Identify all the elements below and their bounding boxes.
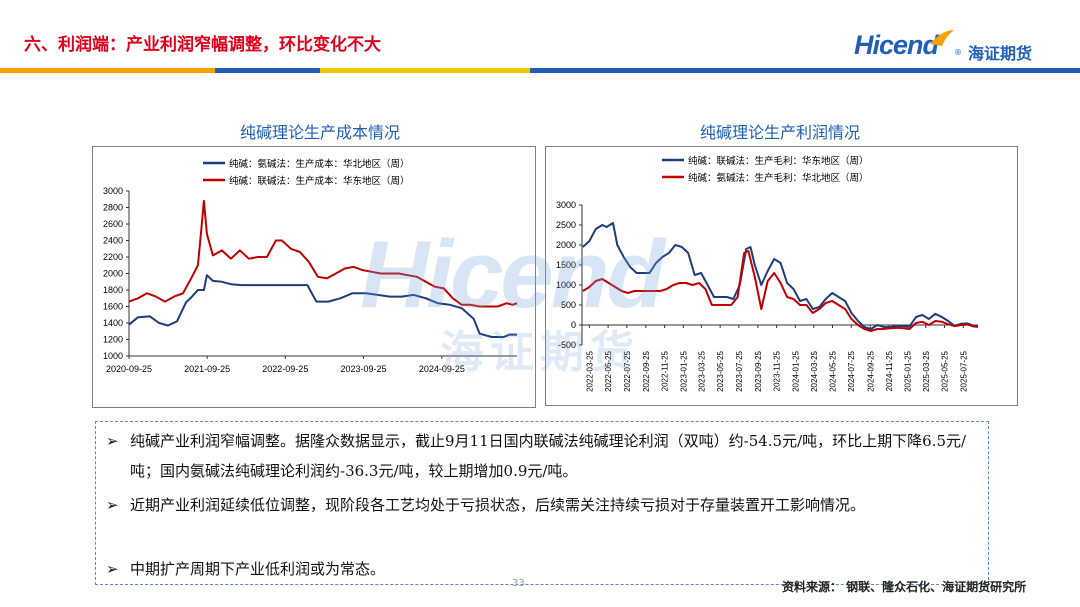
y-tick-label: 2000 — [103, 269, 123, 279]
x-tick-label: 2025-01-25 — [904, 350, 913, 391]
x-tick-label: 2025-03-25 — [922, 350, 931, 391]
data-source: 资料来源： 钢联、隆众石化、海证期货研究所 — [782, 580, 1027, 594]
legend-label: 纯碱：氨碱法：生产成本：华北地区（周） — [229, 158, 410, 170]
y-tick-label: 3000 — [556, 200, 576, 210]
x-tick-label: 2022-07-25 — [623, 350, 632, 391]
y-tick-label: 1500 — [556, 260, 576, 270]
x-tick-label: 2024-11-25 — [885, 350, 894, 391]
x-tick-label: 2022-05-25 — [604, 350, 613, 391]
x-tick-label: 2024-01-25 — [791, 350, 800, 391]
x-tick-label: 2022-11-25 — [661, 350, 670, 391]
bullet-arrow-icon: ➢ — [106, 560, 119, 578]
x-tick-label: 2023-09-25 — [754, 350, 763, 391]
page-number: 33 — [512, 578, 525, 589]
y-tick-label: 2800 — [103, 203, 123, 213]
right-chart-title: 纯碱理论生产利润情况 — [699, 123, 860, 142]
x-tick-label: 2021-09-25 — [184, 364, 230, 374]
y-tick-label: 500 — [561, 300, 576, 310]
series-line — [582, 250, 979, 332]
x-tick-label: 2024-05-25 — [828, 350, 837, 391]
x-tick-label: 2020-09-25 — [106, 364, 152, 374]
bullet-text: 中期扩产周期下产业低利润或为常态。 — [130, 560, 386, 578]
cost-chart-svg: 1000 1200 1400 1600 1800 2000 2200 2400 2600 2800… — [103, 158, 518, 374]
x-tick-label: 2023-01-25 — [679, 350, 688, 391]
y-tick-label: 2200 — [103, 252, 123, 262]
y-tick-label: 2400 — [103, 236, 123, 246]
y-tick-label: 1000 — [556, 280, 576, 290]
y-tick-label: 1800 — [103, 285, 123, 295]
bullet-arrow-icon: ➢ — [106, 432, 119, 450]
profit-chart-svg: -500 0 500 1000 1500 2000 2500 3000 2022-03-25 20… — [556, 155, 979, 392]
summary-box: ➢ 纯碱产业利润窄幅调整。据隆众数据显示，截止9月11日国内联碱法纯碱理论利润（… — [95, 421, 989, 585]
y-tick-label: 1600 — [103, 302, 123, 312]
x-tick-label: 2025-05-25 — [941, 350, 950, 391]
bullet-arrow-icon: ➢ — [106, 496, 119, 514]
legend-label: 纯碱：联碱法：生产毛利：华东地区（周） — [688, 155, 869, 167]
x-tick-label: 2022-03-25 — [585, 350, 594, 391]
company-logo: Hicend ® 海证期货 — [850, 28, 1060, 68]
header-stripe-3 — [320, 68, 530, 73]
series-line — [128, 274, 517, 338]
legend-label: 纯碱：氨碱法：生产毛利：华北地区（周） — [688, 172, 869, 184]
bullet-text: 纯碱产业利润窄幅调整。据隆众数据显示，截止9月11日国内联碱法纯碱理论利润（双吨… — [130, 432, 967, 480]
x-tick-label: 2023-05-25 — [716, 350, 725, 391]
y-tick-label: 1400 — [103, 318, 123, 328]
series-line — [582, 222, 979, 330]
x-tick-label: 2024-09-25 — [866, 350, 875, 391]
x-tick-label: 2023-11-25 — [773, 350, 782, 391]
y-tick-label: -500 — [558, 340, 576, 350]
x-tick-label: 2022-09-25 — [642, 350, 651, 391]
x-tick-label: 2023-07-25 — [735, 350, 744, 391]
header-stripe-2 — [215, 68, 320, 73]
series-line — [128, 199, 518, 308]
left-chart-title: 纯碱理论生产成本情况 — [239, 123, 400, 142]
x-tick-label: 2024-09-25 — [419, 364, 465, 374]
bullet-text: 近期产业利润延续低位调整，现阶段各工艺均处于亏损状态，后续需关注持续亏损对于存量… — [130, 496, 866, 514]
profit-chart: -500 0 500 1000 1500 2000 2500 3000 2022-03-25 20… — [545, 146, 1018, 406]
x-tick-label: 2023-03-25 — [697, 350, 706, 391]
logo-chinese-name: 海证期货 — [968, 44, 1033, 63]
y-tick-label: 2000 — [556, 240, 576, 250]
x-tick-label: 2022-09-25 — [262, 364, 308, 374]
y-tick-label: 2600 — [103, 219, 123, 229]
x-tick-label: 2023-09-25 — [340, 364, 386, 374]
y-tick-label: 3000 — [103, 186, 123, 196]
page-title: 六、利润端：产业利润窄幅调整，环比变化不大 — [24, 35, 381, 55]
y-tick-label: 0 — [571, 320, 576, 330]
logo-swoosh-icon — [930, 30, 954, 46]
legend-label: 纯碱：联碱法：生产成本：华东地区（周） — [229, 175, 410, 187]
y-tick-label: 1000 — [103, 351, 123, 361]
y-tick-label: 2500 — [556, 220, 576, 230]
logo-registered-mark: ® — [954, 48, 962, 57]
header-stripe-1 — [0, 68, 215, 73]
x-tick-label: 2024-03-25 — [810, 350, 819, 391]
cost-chart: 1000 1200 1400 1600 1800 2000 2200 2400 2600 2800… — [92, 146, 536, 408]
x-tick-label: 2024-07-25 — [847, 350, 856, 391]
y-tick-label: 1200 — [103, 335, 123, 345]
x-tick-label: 2025-07-25 — [959, 350, 968, 391]
logo-wordmark: Hicend — [854, 30, 939, 60]
header-stripe-4 — [530, 68, 1080, 73]
